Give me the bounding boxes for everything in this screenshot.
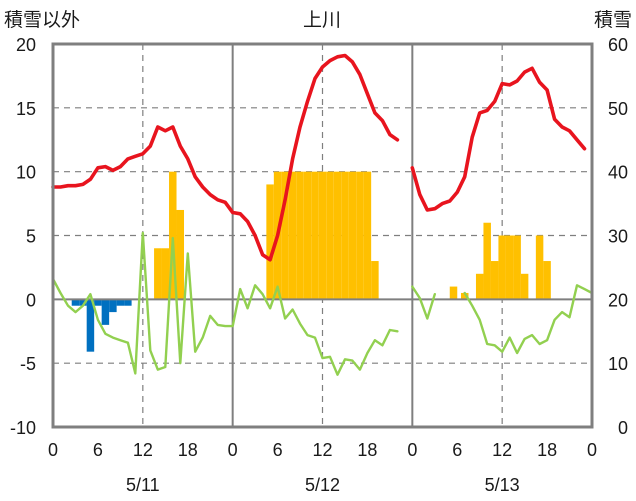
temperature-line <box>410 66 587 212</box>
snowfall-bar <box>513 235 521 300</box>
x-tick-label: 6 <box>273 440 283 460</box>
snowfall-bar <box>520 273 529 300</box>
snowdepth-bar <box>101 299 110 325</box>
snowfall-bar <box>288 171 297 300</box>
snowdepth-bar <box>86 299 95 352</box>
snowfall-bar <box>505 235 514 300</box>
snowfall-bar <box>154 248 162 300</box>
snowdepth-bar <box>71 299 80 306</box>
line-series <box>51 53 594 376</box>
snowfall-bar <box>266 184 274 300</box>
snowfall-bar <box>341 171 349 300</box>
x-tick-label: 0 <box>228 440 238 460</box>
left-tick-label: 20 <box>16 35 36 55</box>
wind-line <box>411 285 436 320</box>
x-tick-label: 6 <box>93 440 103 460</box>
day-label: 5/13 <box>485 475 520 495</box>
snowfall-bar <box>169 171 177 300</box>
left-tick-label: 10 <box>16 163 36 183</box>
snowfall-bar <box>460 292 469 300</box>
snowfall-bar <box>363 171 372 300</box>
wind-line <box>463 284 594 355</box>
snowfall-bar <box>348 171 357 300</box>
plot-frame <box>51 42 594 429</box>
snowfall-bar <box>498 235 506 300</box>
snowfall-bar <box>490 261 499 300</box>
snowfall-bar <box>543 261 551 300</box>
snowfall-bar <box>449 286 458 300</box>
x-tick-label: 12 <box>312 440 332 460</box>
snowfall-bar <box>356 171 364 300</box>
left-tick-label: -5 <box>20 354 36 374</box>
x-tick-label: 18 <box>537 440 557 460</box>
snowfall-bar <box>475 273 484 300</box>
snowfall-bar <box>371 261 379 300</box>
snowfall-bar <box>318 171 327 300</box>
x-tick-label: 18 <box>178 440 198 460</box>
left-tick-label: -10 <box>10 418 36 438</box>
left-tick-label: 0 <box>26 290 36 310</box>
temperature-line <box>51 53 400 262</box>
day-label: 5/12 <box>305 475 340 495</box>
snowfall-bar <box>483 222 491 300</box>
snowfall-bar <box>176 209 185 300</box>
snowdepth-bar <box>94 299 102 306</box>
day-label: 5/11 <box>126 475 160 495</box>
x-tick-label: 0 <box>587 440 597 460</box>
chart-title: 上川 <box>303 9 341 31</box>
snowdepth-bar <box>109 299 117 313</box>
snowfall-bar <box>535 235 544 300</box>
right-tick-label: 60 <box>608 35 628 55</box>
snowdepth-bar <box>79 299 87 306</box>
right-tick-label: 0 <box>618 418 628 438</box>
wind-line <box>51 231 399 376</box>
right-tick-label: 20 <box>608 290 628 310</box>
snowfall-bar <box>333 171 342 300</box>
snowfall-bar <box>303 171 312 300</box>
x-tick-label: 0 <box>407 440 417 460</box>
x-tick-label: 12 <box>133 440 153 460</box>
right-tick-label: 50 <box>608 99 628 119</box>
snowfall-bar <box>326 171 334 300</box>
snowdepth-bar <box>116 299 125 306</box>
snowfall-bar <box>296 171 304 300</box>
x-tick-label: 12 <box>492 440 512 460</box>
snowfall-bar <box>311 171 319 300</box>
right-tick-label: 30 <box>608 227 628 247</box>
snowfall-bar <box>161 248 170 300</box>
left-tick-label: 15 <box>16 99 36 119</box>
x-tick-label: 6 <box>452 440 462 460</box>
left-axis-label: 積雪以外 <box>4 9 80 31</box>
x-tick-label: 0 <box>48 440 58 460</box>
left-tick-label: 5 <box>26 227 36 247</box>
snowfall-bar <box>281 171 289 300</box>
right-tick-label: 40 <box>608 163 628 183</box>
right-axis-label: 積雪 <box>594 9 632 31</box>
right-tick-label: 10 <box>608 354 628 374</box>
snowdepth-bar <box>124 299 132 306</box>
x-tick-label: 18 <box>357 440 377 460</box>
